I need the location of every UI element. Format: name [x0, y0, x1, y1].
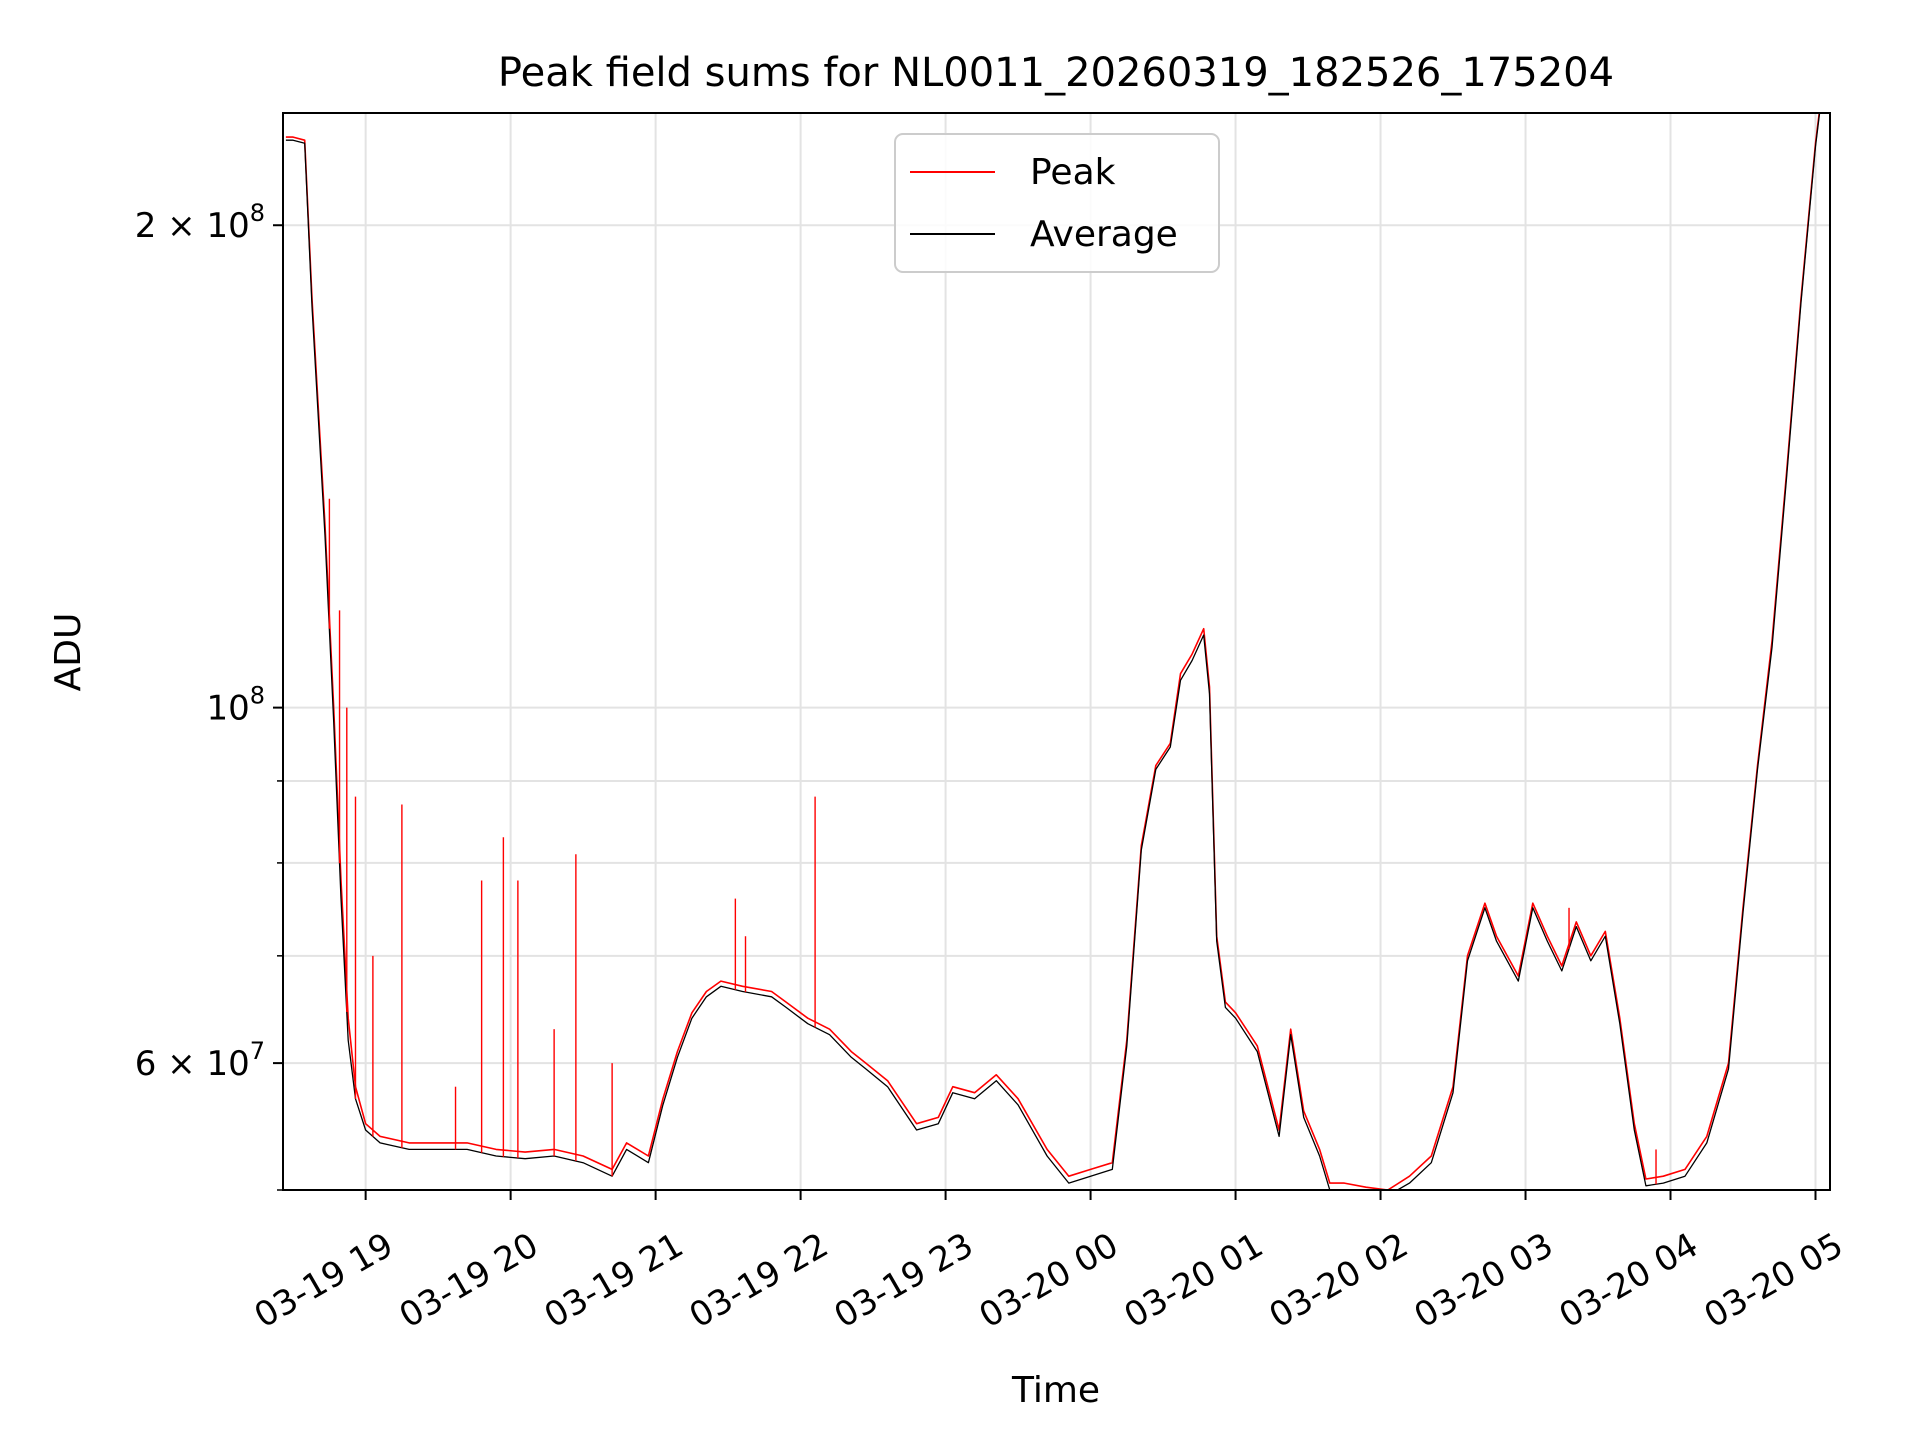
chart-title: Peak field sums for NL0011_20260319_1825…	[498, 50, 1614, 96]
average-series-line	[285, 113, 1821, 1190]
legend-box	[894, 133, 1220, 273]
legend-average-label: Average	[1030, 214, 1178, 255]
y-tick-label: 108	[206, 682, 265, 729]
peak-series-line	[285, 113, 1821, 1190]
series-clip-group	[285, 113, 1821, 1190]
legend: Peak Average	[894, 133, 1220, 273]
plot-frame	[282, 112, 1831, 1191]
y-tick-label: 6 × 107	[135, 1037, 265, 1084]
y-tick-label: 2 × 108	[135, 199, 265, 246]
x-axis-label: Time	[1011, 1370, 1100, 1411]
y-axis-label: ADU	[48, 613, 89, 692]
legend-peak-label: Peak	[1030, 152, 1116, 193]
series-layer	[285, 113, 1821, 1190]
